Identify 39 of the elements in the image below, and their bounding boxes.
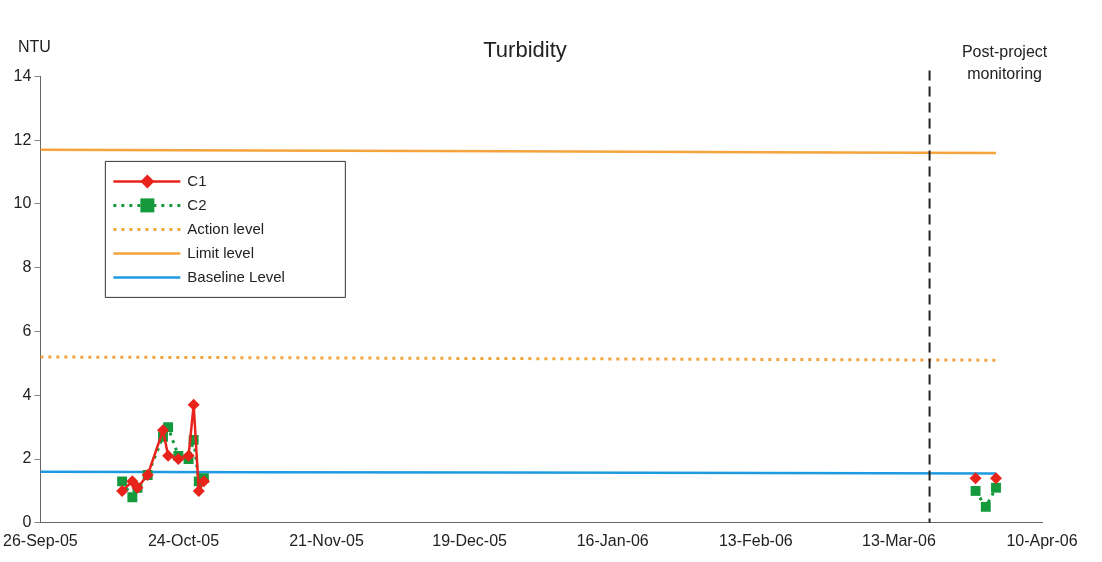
point (187, 398, 200, 411)
x-tick-label: 21-Nov-05 (289, 531, 364, 549)
y-tick-label: 10 (13, 194, 32, 212)
point (192, 484, 205, 497)
point (116, 484, 129, 497)
y-tick-label: 14 (13, 66, 32, 84)
y-tick-label: 0 (22, 513, 32, 531)
point (126, 475, 139, 488)
point (127, 492, 138, 503)
legend-label: C1 (187, 171, 207, 189)
x-tick-label: 13-Mar-06 (862, 531, 936, 549)
point (970, 485, 981, 496)
x-tick-label: 24-Oct-05 (147, 531, 220, 549)
point (117, 476, 128, 487)
point (991, 482, 1001, 493)
legend-label: C2 (187, 195, 207, 213)
x-tick-label: 10-Apr-06 (1006, 531, 1078, 549)
point (980, 501, 991, 512)
y-tick-label: 12 (13, 130, 32, 148)
x-tick-label: 16-Jan-06 (576, 531, 649, 549)
point (969, 472, 982, 485)
ref-line-label: Post-project monitoring (961, 43, 1048, 82)
point (172, 453, 185, 466)
x-tick-label: 13-Feb-06 (718, 531, 793, 549)
point (990, 472, 1003, 485)
y-tick-label: 8 (22, 258, 32, 276)
point (182, 449, 195, 462)
legend-label: Limit level (187, 243, 255, 261)
legend-label: Baseline Level (187, 267, 285, 285)
y-tick-label: 2 (22, 449, 32, 467)
x-tick-label: 26-Sep-05 (3, 531, 78, 549)
point (162, 449, 175, 462)
x-tick-label: 19-Dec-05 (432, 531, 508, 549)
y-axis-title: NTU (18, 38, 51, 55)
point (157, 424, 170, 437)
chart-title: Turbidity (483, 37, 567, 63)
y-tick-label: 4 (22, 385, 32, 403)
y-tick-label: 6 (22, 321, 32, 339)
legend-label: Action level (187, 219, 265, 237)
